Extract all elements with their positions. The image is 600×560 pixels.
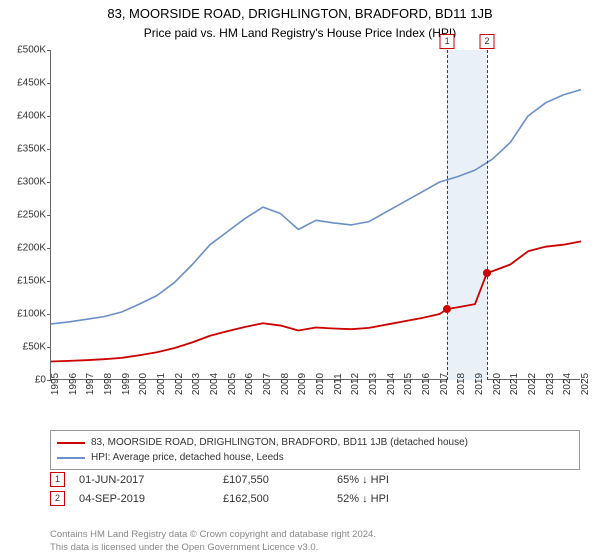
sale-row-1: 1 01-JUN-2017 £107,550 65% ↓ HPI (50, 470, 580, 489)
sale-price-1: £107,550 (223, 474, 323, 486)
y-axis-label: £150K (17, 276, 46, 287)
y-axis-label: £250K (17, 210, 46, 221)
sale-badge-2: 2 (50, 491, 65, 506)
footer-line-1: Contains HM Land Registry data © Crown c… (50, 529, 580, 541)
sale-price-2: £162,500 (223, 493, 323, 505)
legend-item-hpi: HPI: Average price, detached house, Leed… (57, 450, 573, 465)
x-axis-label: 2021 (509, 373, 520, 395)
y-axis-label: £350K (17, 144, 46, 155)
x-axis-label: 2003 (191, 373, 202, 395)
sale-date-2: 04-SEP-2019 (79, 493, 209, 505)
y-tick (47, 116, 51, 117)
legend-label-property: 83, MOORSIDE ROAD, DRIGHLINGTON, BRADFOR… (91, 435, 468, 450)
x-axis-label: 2015 (403, 373, 414, 395)
chart-title: 83, MOORSIDE ROAD, DRIGHLINGTON, BRADFOR… (0, 6, 600, 23)
y-axis-label: £300K (17, 177, 46, 188)
y-axis-label: £100K (17, 309, 46, 320)
chart-subtitle: Price paid vs. HM Land Registry's House … (0, 26, 600, 40)
sale-badge-1: 1 (50, 472, 65, 487)
series-hpi (51, 90, 581, 324)
y-tick (47, 347, 51, 348)
x-axis-label: 2010 (315, 373, 326, 395)
y-axis-label: £50K (23, 342, 46, 353)
x-axis-label: 2020 (492, 373, 503, 395)
y-axis-label: £500K (17, 45, 46, 56)
x-axis-label: 2025 (580, 373, 591, 395)
legend-label-hpi: HPI: Average price, detached house, Leed… (91, 450, 284, 465)
legend-item-property: 83, MOORSIDE ROAD, DRIGHLINGTON, BRADFOR… (57, 435, 573, 450)
y-axis-label: £400K (17, 111, 46, 122)
y-axis-label: £200K (17, 243, 46, 254)
y-axis-label: £0 (35, 375, 46, 386)
plot-region: 12 (50, 50, 580, 380)
marker-line (447, 50, 448, 380)
x-axis-label: 2014 (386, 373, 397, 395)
x-axis-label: 1998 (103, 373, 114, 395)
x-axis-label: 1995 (50, 373, 61, 395)
sale-delta-1: 65% ↓ HPI (337, 474, 457, 486)
footer: Contains HM Land Registry data © Crown c… (50, 529, 580, 554)
x-axis-label: 2001 (156, 373, 167, 395)
y-tick (47, 149, 51, 150)
x-axis-label: 2016 (421, 373, 432, 395)
legend-swatch-hpi (57, 457, 85, 459)
x-axis-label: 1996 (68, 373, 79, 395)
x-axis-label: 1997 (85, 373, 96, 395)
x-axis-label: 2019 (474, 373, 485, 395)
x-axis-label: 2018 (456, 373, 467, 395)
sale-date-1: 01-JUN-2017 (79, 474, 209, 486)
x-axis-label: 2009 (297, 373, 308, 395)
y-tick (47, 314, 51, 315)
legend: 83, MOORSIDE ROAD, DRIGHLINGTON, BRADFOR… (50, 430, 580, 470)
footer-line-2: This data is licensed under the Open Gov… (50, 542, 580, 554)
x-axis-label: 2011 (333, 373, 344, 395)
chart-container: 83, MOORSIDE ROAD, DRIGHLINGTON, BRADFOR… (0, 0, 600, 560)
x-axis-label: 2000 (138, 373, 149, 395)
y-tick (47, 248, 51, 249)
x-axis-label: 1999 (121, 373, 132, 395)
y-tick (47, 215, 51, 216)
sales-table: 1 01-JUN-2017 £107,550 65% ↓ HPI 2 04-SE… (50, 470, 580, 508)
y-tick (47, 83, 51, 84)
sale-point (483, 269, 491, 277)
title-block: 83, MOORSIDE ROAD, DRIGHLINGTON, BRADFOR… (0, 0, 600, 40)
y-axis-label: £450K (17, 78, 46, 89)
y-tick (47, 281, 51, 282)
x-axis-label: 2013 (368, 373, 379, 395)
marker-badge: 1 (440, 34, 455, 49)
sale-delta-2: 52% ↓ HPI (337, 493, 457, 505)
x-axis-label: 2002 (174, 373, 185, 395)
x-axis-label: 2024 (562, 373, 573, 395)
marker-line (487, 50, 488, 380)
x-axis-label: 2022 (527, 373, 538, 395)
sale-point (443, 305, 451, 313)
chart-area: 12 £0£50K£100K£150K£200K£250K£300K£350K£… (50, 50, 580, 420)
x-axis-label: 2023 (545, 373, 556, 395)
x-axis-label: 2008 (280, 373, 291, 395)
x-axis-label: 2004 (209, 373, 220, 395)
legend-swatch-property (57, 442, 85, 444)
x-axis-label: 2006 (244, 373, 255, 395)
x-axis-label: 2017 (439, 373, 450, 395)
y-tick (47, 182, 51, 183)
x-axis-label: 2012 (350, 373, 361, 395)
series-property (51, 241, 581, 361)
x-axis-label: 2005 (227, 373, 238, 395)
y-tick (47, 50, 51, 51)
marker-badge: 2 (480, 34, 495, 49)
sale-row-2: 2 04-SEP-2019 £162,500 52% ↓ HPI (50, 489, 580, 508)
x-axis-label: 2007 (262, 373, 273, 395)
line-layer (51, 50, 581, 380)
